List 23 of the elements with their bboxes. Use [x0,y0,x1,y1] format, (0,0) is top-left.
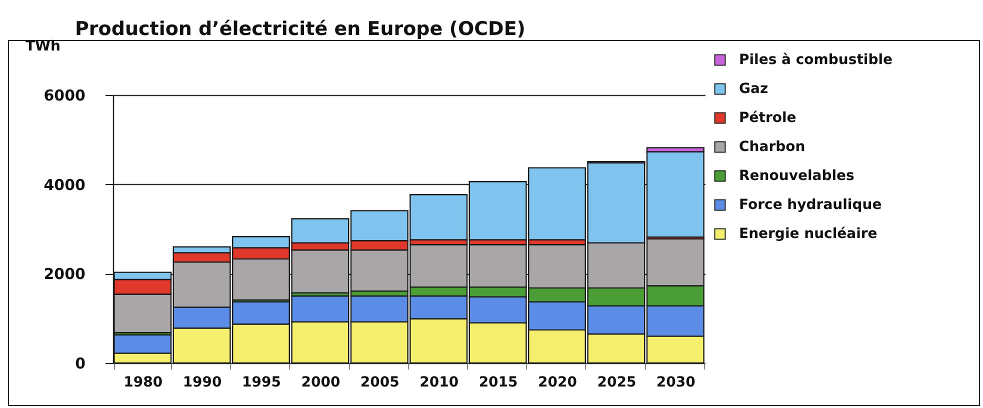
x-tick-label: 1990 [182,374,222,390]
x-tick-label: 2015 [478,374,518,390]
legend-label: Piles à combustible [739,52,893,68]
legend-label: Gaz [739,81,768,97]
x-tick-label: 2020 [538,374,578,390]
legend-label: Pétrole [739,110,796,126]
legend-label: Renouvelables [739,168,854,184]
x-tick-label: 1995 [242,374,281,390]
x-tick-label: 1980 [124,374,163,390]
x-tick-label: 2005 [360,374,400,390]
x-tick-label: 2000 [301,374,340,390]
legend-label: Energie nucléaire [739,226,878,242]
legend-label: Force hydraulique [739,197,882,213]
chart-title: Production d’électricité en Europe (OCDE) [75,18,526,40]
x-tick-label: 2010 [420,374,459,390]
x-tick-label: 2030 [656,374,696,390]
y-tick-label: 2000 [44,265,86,284]
legend-label: Charbon [739,139,806,155]
x-tick-label: 2025 [597,374,636,390]
y-tick-label: 4000 [44,176,86,194]
y-axis-title: TWh [26,38,60,54]
y-tick-label: 6000 [44,86,86,104]
y-tick-label: 0 [75,354,86,372]
